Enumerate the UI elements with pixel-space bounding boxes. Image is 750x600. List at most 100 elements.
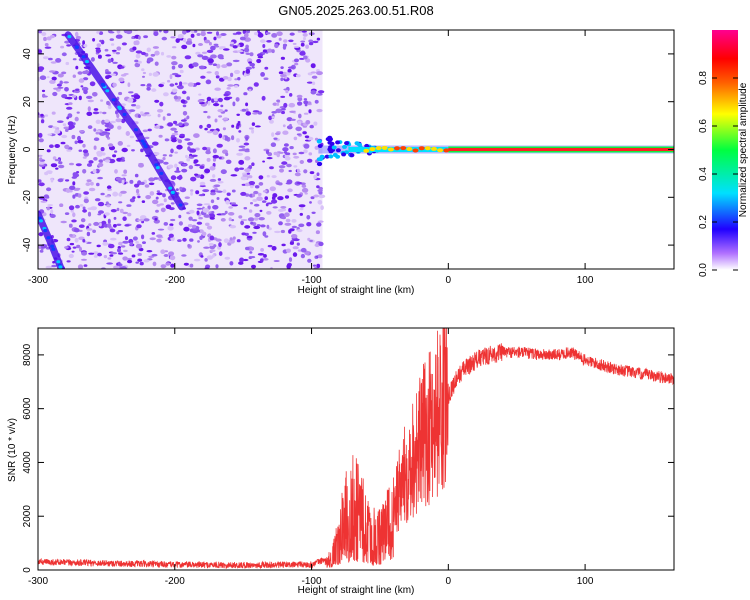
noise-speckle <box>251 129 255 134</box>
noise-speckle <box>236 152 244 156</box>
noise-speckle <box>245 102 249 107</box>
noise-speckle <box>38 182 45 187</box>
noise-speckle <box>243 92 248 96</box>
noise-speckle <box>316 263 321 269</box>
noise-speckle <box>276 102 280 106</box>
noise-speckle <box>157 109 164 113</box>
noise-speckle <box>213 97 219 102</box>
noise-speckle <box>44 43 49 47</box>
noise-speckle <box>228 217 232 222</box>
noise-speckle <box>223 96 231 101</box>
noise-speckle <box>134 173 139 178</box>
noise-speckle <box>202 207 210 213</box>
noise-speckle <box>123 169 128 174</box>
noise-speckle <box>266 202 273 205</box>
noise-speckle <box>204 168 211 174</box>
noise-speckle <box>303 169 308 174</box>
noise-speckle <box>262 44 266 48</box>
noise-speckle <box>78 95 82 101</box>
noise-speckle <box>99 111 103 114</box>
noise-speckle <box>207 115 211 119</box>
noise-speckle <box>188 165 194 170</box>
noise-speckle <box>286 179 293 185</box>
noise-speckle <box>132 196 136 200</box>
noise-speckle <box>122 216 127 221</box>
noise-speckle <box>83 198 89 204</box>
noise-speckle <box>183 38 187 43</box>
noise-speckle <box>222 117 229 121</box>
snr-frame <box>37 327 675 571</box>
noise-speckle <box>238 159 245 165</box>
noise-speckle <box>276 99 280 103</box>
noise-speckle <box>286 163 292 168</box>
noise-speckle <box>306 215 311 220</box>
noise-speckle <box>92 38 96 42</box>
noise-speckle <box>180 99 186 104</box>
signal-onset-blob <box>316 162 322 167</box>
noise-speckle <box>285 89 289 94</box>
noise-speckle <box>209 166 216 171</box>
noise-speckle <box>248 127 254 130</box>
noise-speckle <box>273 137 278 140</box>
noise-speckle <box>76 111 80 114</box>
noise-speckle <box>101 119 106 125</box>
noise-speckle <box>307 258 312 263</box>
noise-speckle <box>271 116 275 119</box>
noise-speckle <box>160 264 166 269</box>
track-blob <box>39 219 43 223</box>
noise-speckle <box>156 192 163 196</box>
noise-speckle <box>243 73 247 77</box>
track-blob <box>85 60 89 64</box>
noise-speckle <box>156 124 160 127</box>
noise-speckle <box>127 82 131 87</box>
noise-speckle <box>177 34 184 39</box>
noise-speckle <box>170 218 176 222</box>
noise-speckle <box>135 261 139 264</box>
noise-speckle <box>197 99 204 103</box>
noise-speckle <box>78 78 85 83</box>
noise-speckle <box>222 136 226 140</box>
noise-speckle <box>101 152 106 156</box>
noise-speckle <box>242 174 248 178</box>
noise-speckle <box>221 64 228 68</box>
noise-speckle <box>272 102 278 106</box>
noise-speckle <box>198 43 203 46</box>
noise-speckle <box>285 218 291 223</box>
noise-speckle <box>199 65 205 70</box>
noise-speckle <box>183 262 189 266</box>
snr-x-tick-label: -100 <box>302 576 322 587</box>
noise-speckle <box>304 103 308 107</box>
noise-speckle <box>143 218 150 222</box>
noise-speckle <box>38 138 44 143</box>
noise-speckle <box>289 123 292 128</box>
noise-speckle <box>155 209 159 213</box>
noise-speckle <box>240 175 248 181</box>
noise-speckle <box>190 176 197 182</box>
noise-speckle <box>248 181 256 185</box>
noise-speckle <box>97 176 103 180</box>
noise-speckle <box>312 264 317 267</box>
noise-speckle <box>289 146 294 150</box>
noise-speckle <box>112 191 119 197</box>
noise-speckle <box>203 246 210 249</box>
noise-speckle <box>200 75 206 79</box>
noise-speckle <box>214 118 218 123</box>
noise-speckle <box>209 235 215 241</box>
noise-speckle <box>184 196 190 199</box>
noise-speckle <box>64 144 70 150</box>
noise-speckle <box>82 209 87 213</box>
noise-speckle <box>112 51 117 54</box>
spectrogram-x-axis-label: Height of straight line (km) <box>298 285 415 296</box>
spectrogram-x-tick-label: -200 <box>165 275 185 286</box>
noise-speckle <box>135 240 139 244</box>
track-blob <box>43 228 48 233</box>
noise-speckle <box>110 252 118 255</box>
noise-speckle <box>66 149 72 152</box>
noise-speckle <box>316 172 320 176</box>
signal-onset-blob <box>344 141 350 146</box>
noise-speckle <box>292 246 299 250</box>
noise-speckle <box>44 46 52 49</box>
noise-speckle <box>206 31 213 34</box>
track-blob <box>50 244 55 248</box>
noise-speckle <box>309 125 314 129</box>
